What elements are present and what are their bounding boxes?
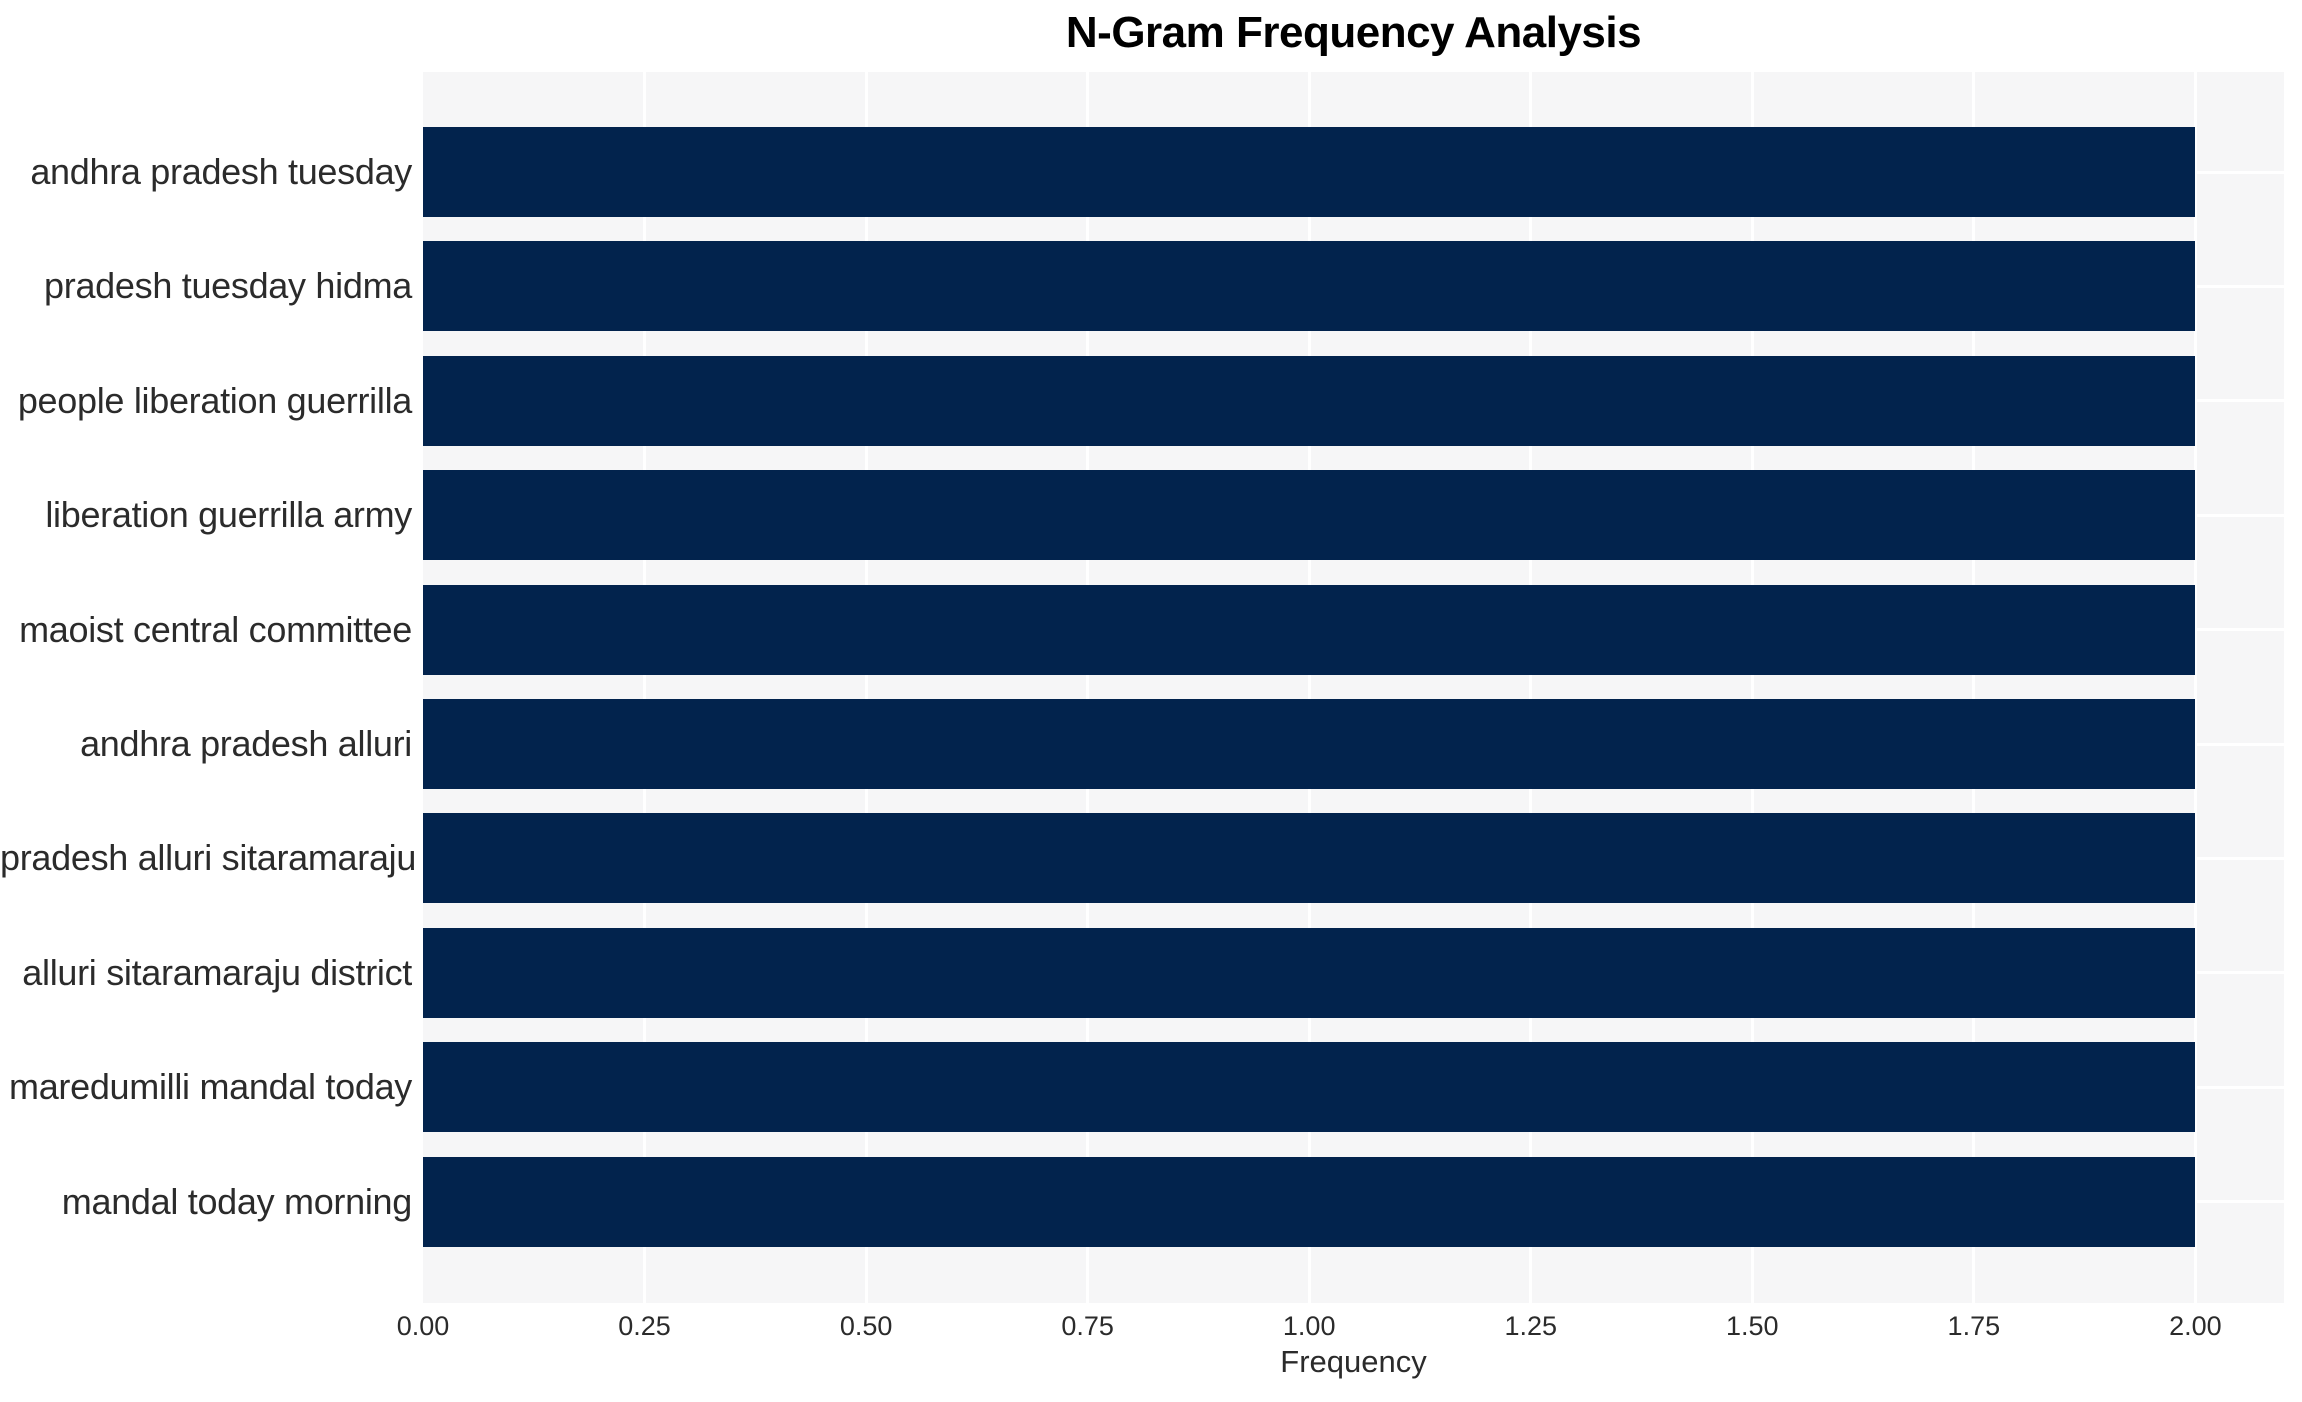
frequency-bar — [423, 584, 2196, 675]
gridline-vertical — [1086, 72, 1090, 1303]
frequency-bar — [423, 813, 2196, 904]
y-axis-category-label: pradesh alluri sitaramaraju — [0, 837, 417, 879]
x-axis-tick-label: 1.75 — [1947, 1311, 2001, 1341]
frequency-bar — [423, 699, 2196, 789]
frequency-bar — [423, 1156, 2196, 1247]
frequency-bar — [423, 1042, 2196, 1133]
x-axis-tick-label: 2.00 — [2169, 1311, 2222, 1341]
y-axis-category-label: andhra pradesh alluri — [80, 723, 412, 764]
frequency-bar — [423, 355, 2196, 446]
frequency-bar — [423, 241, 2196, 332]
gridline-vertical — [1529, 72, 1533, 1303]
y-axis-category-label: andhra pradesh tuesday — [30, 151, 412, 192]
x-axis-tick-label: 1.50 — [1726, 1311, 1779, 1341]
y-axis-category-label: alluri sitaramaraju district — [22, 951, 412, 993]
gridline-vertical — [864, 72, 868, 1303]
y-axis-category-label: maoist central committee — [19, 608, 412, 650]
x-axis-tick-label: 1.00 — [1282, 1311, 1336, 1341]
frequency-bar — [423, 927, 2196, 1018]
x-axis-tick-label: 0.75 — [1061, 1311, 1114, 1341]
gridline-vertical — [1972, 72, 1976, 1303]
frequency-bar — [423, 127, 2196, 217]
chart-title: N-Gram Frequency Analysis — [1065, 8, 1642, 57]
x-axis-tick-label: 0.50 — [839, 1311, 893, 1341]
y-axis-category-label: mandal today morning — [61, 1180, 413, 1222]
y-axis-category-label: maredumilli mandal today — [9, 1066, 412, 1108]
x-axis-title: Frequency — [1280, 1344, 1427, 1379]
x-axis-tick-label: 0.25 — [618, 1311, 671, 1341]
gridline-vertical — [2193, 72, 2197, 1303]
y-axis-category-label: liberation guerrilla army — [45, 494, 412, 536]
y-axis-category-label: pradesh tuesday hidma — [44, 265, 412, 307]
frequency-bar — [423, 470, 2196, 561]
gridline-vertical — [1307, 72, 1311, 1303]
gridline-vertical — [643, 72, 647, 1303]
plot-panel — [423, 72, 2284, 1303]
x-axis-tick-label: 0.00 — [396, 1311, 450, 1341]
gridline-vertical — [1750, 72, 1754, 1303]
x-axis-tick-label: 1.25 — [1504, 1311, 1558, 1341]
y-axis-category-label: people liberation guerrilla — [17, 379, 412, 421]
